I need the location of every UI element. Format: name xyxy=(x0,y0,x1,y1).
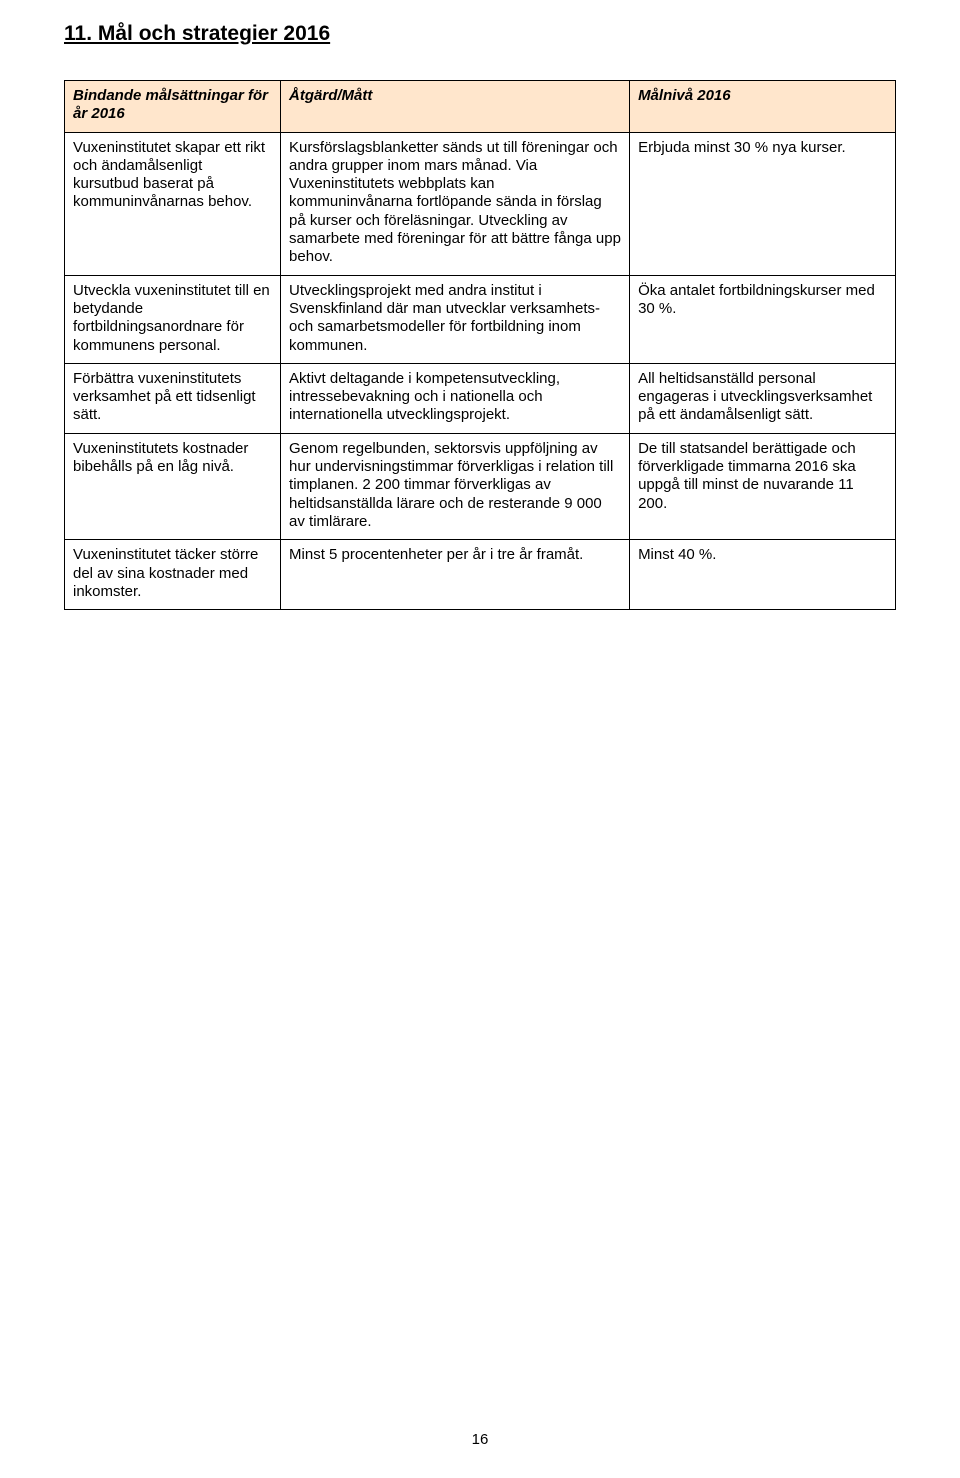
section-title: 11. Mål och strategier 2016 xyxy=(64,22,896,46)
table-header-row: Bindande målsättningar för år 2016 Åtgär… xyxy=(65,81,896,133)
col-header-target: Målnivå 2016 xyxy=(630,81,896,133)
cell-target: Minst 40 %. xyxy=(630,540,896,610)
cell-target: Erbjuda minst 30 % nya kurser. xyxy=(630,132,896,275)
cell-goal: Förbättra vuxeninstitutets verksamhet på… xyxy=(65,363,281,433)
cell-measure: Aktivt deltagande i kompetensutveckling,… xyxy=(281,363,630,433)
table-row: Vuxeninstitutets kostnader bibehålls på … xyxy=(65,433,896,539)
page-number: 16 xyxy=(0,1431,960,1448)
cell-measure: Genom regelbunden, sektorsvis uppföljnin… xyxy=(281,433,630,539)
cell-target: All heltidsanställd personal engageras i… xyxy=(630,363,896,433)
goals-table: Bindande målsättningar för år 2016 Åtgär… xyxy=(64,80,896,610)
cell-goal: Utveckla vuxeninstitutet till en betydan… xyxy=(65,275,281,363)
cell-goal: Vuxeninstitutet skapar ett rikt och ända… xyxy=(65,132,281,275)
cell-target: Öka antalet fortbildningskurser med 30 %… xyxy=(630,275,896,363)
col-header-goal: Bindande målsättningar för år 2016 xyxy=(65,81,281,133)
cell-target: De till statsandel berättigade och förve… xyxy=(630,433,896,539)
cell-measure: Kursförslagsblanketter sänds ut till för… xyxy=(281,132,630,275)
cell-measure: Utvecklingsprojekt med andra institut i … xyxy=(281,275,630,363)
table-row: Förbättra vuxeninstitutets verksamhet på… xyxy=(65,363,896,433)
cell-goal: Vuxeninstitutet täcker större del av sin… xyxy=(65,540,281,610)
cell-measure: Minst 5 procentenheter per år i tre år f… xyxy=(281,540,630,610)
cell-goal: Vuxeninstitutets kostnader bibehålls på … xyxy=(65,433,281,539)
col-header-measure: Åtgärd/Mått xyxy=(281,81,630,133)
table-row: Vuxeninstitutet täcker större del av sin… xyxy=(65,540,896,610)
document-page: 11. Mål och strategier 2016 Bindande mål… xyxy=(0,0,960,1478)
table-row: Vuxeninstitutet skapar ett rikt och ända… xyxy=(65,132,896,275)
table-row: Utveckla vuxeninstitutet till en betydan… xyxy=(65,275,896,363)
